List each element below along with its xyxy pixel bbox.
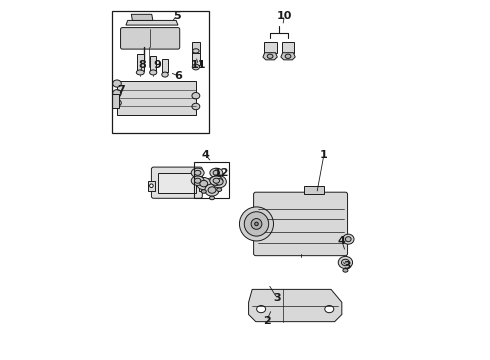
Text: 4: 4 bbox=[201, 150, 210, 160]
Text: 11: 11 bbox=[191, 60, 206, 70]
Text: 12: 12 bbox=[214, 168, 229, 178]
Ellipse shape bbox=[162, 72, 168, 77]
Ellipse shape bbox=[195, 170, 201, 175]
Ellipse shape bbox=[149, 184, 153, 188]
Ellipse shape bbox=[255, 222, 258, 226]
Ellipse shape bbox=[215, 179, 223, 185]
Ellipse shape bbox=[136, 70, 144, 75]
Polygon shape bbox=[248, 289, 342, 321]
Bar bbox=[192, 51, 200, 65]
Ellipse shape bbox=[213, 170, 220, 175]
Bar bbox=[137, 54, 144, 71]
Text: 8: 8 bbox=[138, 60, 146, 70]
FancyBboxPatch shape bbox=[151, 167, 202, 198]
Ellipse shape bbox=[192, 103, 200, 110]
Ellipse shape bbox=[205, 184, 219, 196]
Ellipse shape bbox=[267, 54, 273, 58]
Bar bbox=[112, 12, 209, 134]
Bar bbox=[158, 173, 196, 193]
Text: 9: 9 bbox=[153, 60, 161, 70]
Bar bbox=[150, 56, 156, 71]
Bar bbox=[304, 186, 324, 194]
Ellipse shape bbox=[192, 64, 199, 70]
Ellipse shape bbox=[195, 178, 201, 183]
Text: 5: 5 bbox=[173, 11, 181, 21]
Ellipse shape bbox=[345, 237, 351, 242]
Ellipse shape bbox=[201, 190, 206, 193]
Ellipse shape bbox=[113, 90, 122, 97]
Bar bbox=[112, 94, 119, 108]
Ellipse shape bbox=[213, 178, 220, 183]
Ellipse shape bbox=[212, 176, 226, 188]
Ellipse shape bbox=[343, 234, 354, 244]
Text: 10: 10 bbox=[277, 11, 292, 21]
Ellipse shape bbox=[191, 168, 204, 177]
Ellipse shape bbox=[113, 99, 122, 107]
Ellipse shape bbox=[201, 184, 205, 188]
Bar bbox=[194, 162, 229, 198]
Ellipse shape bbox=[342, 259, 349, 266]
Text: 4: 4 bbox=[338, 236, 346, 246]
Ellipse shape bbox=[200, 180, 208, 187]
Bar bbox=[117, 81, 196, 116]
Text: 7: 7 bbox=[118, 85, 125, 95]
Bar bbox=[192, 42, 200, 53]
Ellipse shape bbox=[210, 168, 223, 177]
Polygon shape bbox=[126, 21, 178, 25]
Bar bbox=[148, 181, 155, 191]
Bar bbox=[162, 59, 168, 72]
Ellipse shape bbox=[208, 187, 216, 193]
Ellipse shape bbox=[343, 269, 348, 272]
Ellipse shape bbox=[251, 219, 262, 229]
Text: 6: 6 bbox=[175, 71, 183, 81]
Ellipse shape bbox=[196, 177, 211, 190]
Ellipse shape bbox=[191, 176, 204, 185]
Polygon shape bbox=[131, 14, 153, 21]
Bar bbox=[264, 42, 276, 53]
Ellipse shape bbox=[149, 70, 157, 75]
Ellipse shape bbox=[210, 196, 215, 200]
FancyBboxPatch shape bbox=[254, 192, 347, 256]
Text: 1: 1 bbox=[320, 150, 328, 160]
Text: 3: 3 bbox=[343, 261, 351, 271]
Bar bbox=[199, 181, 205, 191]
Text: 3: 3 bbox=[273, 293, 281, 303]
Ellipse shape bbox=[192, 93, 200, 99]
Ellipse shape bbox=[285, 54, 291, 58]
Bar bbox=[282, 42, 294, 53]
Ellipse shape bbox=[240, 207, 273, 241]
Text: 2: 2 bbox=[263, 316, 270, 325]
Polygon shape bbox=[263, 53, 277, 60]
Ellipse shape bbox=[210, 176, 223, 185]
Ellipse shape bbox=[113, 80, 122, 87]
Ellipse shape bbox=[193, 49, 199, 53]
Ellipse shape bbox=[338, 256, 353, 269]
Polygon shape bbox=[281, 53, 295, 60]
Ellipse shape bbox=[325, 306, 334, 313]
Ellipse shape bbox=[257, 306, 266, 313]
Ellipse shape bbox=[245, 212, 269, 236]
FancyBboxPatch shape bbox=[121, 28, 180, 49]
Ellipse shape bbox=[217, 188, 221, 192]
